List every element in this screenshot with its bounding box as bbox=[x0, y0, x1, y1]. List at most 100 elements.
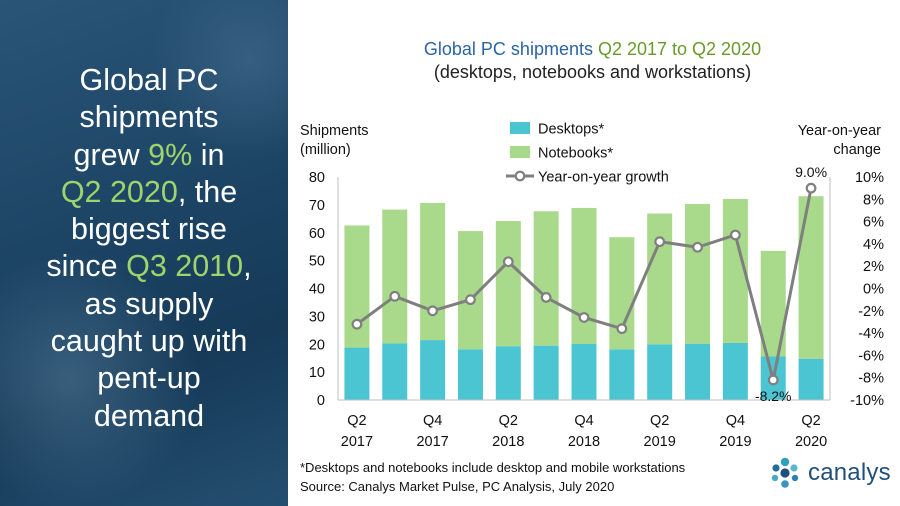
headline-panel: Global PC shipments grew 9% in Q2 2020, the… bbox=[0, 0, 288, 506]
x-axis-tick-quarter: Q2 bbox=[347, 413, 366, 429]
right-axis-tick: -8% bbox=[858, 371, 884, 387]
x-axis-tick-quarter: Q2 bbox=[801, 413, 820, 429]
right-axis-tick: 10% bbox=[855, 170, 884, 186]
growth-point bbox=[465, 294, 476, 306]
x-axis-tick-quarter: Q2 bbox=[650, 413, 669, 429]
left-axis-tick: 80 bbox=[309, 170, 325, 186]
bar-notebooks bbox=[420, 202, 446, 341]
headline-segment: , the bbox=[177, 174, 238, 209]
bar-notebooks bbox=[647, 213, 673, 345]
growth-point bbox=[729, 229, 741, 241]
bar-desktops bbox=[647, 344, 673, 400]
bar-desktops bbox=[571, 343, 597, 400]
headline-segment: since bbox=[46, 249, 127, 284]
bar-notebooks bbox=[344, 225, 370, 348]
left-axis-tick: 20 bbox=[309, 337, 325, 353]
right-axis-tick: -10% bbox=[850, 393, 884, 409]
chart-subtitle: (desktops, notebooks and workstations) bbox=[433, 62, 752, 82]
bar-notebooks bbox=[609, 237, 635, 350]
headline-highlight: Q2 2020 bbox=[60, 174, 178, 209]
bar-desktops bbox=[420, 340, 446, 400]
legend-label: Desktops* bbox=[538, 122, 604, 138]
chart-title-period: Q2 2017 to Q2 2020 bbox=[597, 39, 762, 59]
right-axis-tick: 2% bbox=[863, 259, 884, 275]
headline-highlight: Q3 2010 bbox=[126, 249, 244, 284]
bar-desktops bbox=[533, 345, 559, 400]
bar-notebooks bbox=[457, 231, 483, 350]
right-axis-title: Year-on-year change bbox=[798, 122, 881, 160]
growth-point bbox=[578, 312, 590, 323]
bar-notebooks bbox=[685, 204, 711, 344]
legend-swatch-growth-marker bbox=[514, 170, 526, 182]
growth-point bbox=[389, 290, 401, 302]
growth-data-label: -8.2% bbox=[755, 388, 792, 404]
bar-desktops bbox=[609, 349, 635, 400]
growth-point bbox=[351, 318, 363, 330]
right-axis-tick: -4% bbox=[858, 326, 884, 342]
bar-notebooks bbox=[495, 221, 521, 347]
left-axis-tick: 70 bbox=[309, 198, 325, 214]
growth-point bbox=[540, 292, 552, 303]
logo-text: canalys bbox=[808, 459, 891, 486]
right-axis-tick: 8% bbox=[863, 192, 884, 208]
headline-segment: biggest rise bbox=[71, 212, 227, 247]
bar-notebooks bbox=[722, 199, 748, 343]
x-axis-tick-year: 2017 bbox=[341, 434, 373, 450]
headline-segment: in bbox=[192, 137, 225, 172]
growth-point bbox=[692, 241, 703, 253]
left-axis-title: Shipments (million) bbox=[300, 122, 369, 160]
x-axis-tick-year: 2018 bbox=[492, 434, 524, 450]
left-axis-tick: 0 bbox=[317, 393, 325, 409]
left-axis-tick: 60 bbox=[309, 226, 325, 242]
left-axis-tick: 30 bbox=[309, 309, 325, 325]
bar-notebooks bbox=[760, 250, 786, 357]
bar-desktops bbox=[457, 349, 483, 400]
legend-swatch-desktops bbox=[510, 122, 530, 134]
x-axis-tick-quarter: Q4 bbox=[574, 413, 593, 429]
growth-point bbox=[427, 305, 439, 317]
axes-layer: 0 10 20 30 40 50 60 70 80 -10% -8% -6% -4% -2% 0% 2% 4% 6… bbox=[309, 170, 884, 450]
legend-swatch-notebooks bbox=[510, 146, 530, 158]
headline-line: as supply bbox=[14, 286, 284, 323]
bar-notebooks bbox=[798, 196, 824, 359]
headline-line: shipments bbox=[14, 99, 284, 136]
x-axis-tick-quarter: Q4 bbox=[423, 413, 442, 429]
bar-desktops bbox=[344, 347, 370, 400]
chart-title-main: Global PC shipments bbox=[423, 39, 598, 59]
headline-segment: caught up with bbox=[50, 324, 248, 359]
canalys-logo: canalys bbox=[768, 456, 891, 490]
x-axis-tick-year: 2020 bbox=[795, 434, 827, 450]
bar-desktops bbox=[685, 343, 711, 400]
headline-segment: grew bbox=[73, 137, 149, 172]
growth-line bbox=[356, 187, 813, 382]
x-axis-tick-year: 2017 bbox=[416, 434, 448, 450]
bar-notebooks bbox=[571, 207, 597, 344]
right-axis-title-line1: Year-on-year bbox=[797, 123, 881, 139]
bar-desktops bbox=[760, 356, 786, 400]
headline-line: pent-up bbox=[14, 360, 284, 397]
footnote-source: Source: Canalys Market Pulse, PC Analysi… bbox=[300, 479, 615, 494]
bar-desktops bbox=[382, 343, 408, 400]
bar-notebooks bbox=[533, 211, 559, 346]
growth-line-layer: -8.2% 9.0% bbox=[351, 164, 827, 404]
headline-highlight: 9% bbox=[148, 137, 193, 172]
headline-segment: pent-up bbox=[97, 361, 201, 396]
headline-segment: as supply bbox=[84, 286, 214, 321]
x-axis-tick-quarter: Q4 bbox=[726, 413, 745, 429]
growth-point bbox=[805, 182, 817, 194]
legend: Desktops* Notebooks* Year-on-year growth bbox=[506, 122, 669, 186]
right-axis-tick: 0% bbox=[863, 282, 884, 298]
x-axis-tick-quarter: Q2 bbox=[499, 413, 518, 429]
bar-desktops bbox=[722, 342, 748, 400]
headline-line: demand bbox=[14, 398, 284, 435]
left-axis-title-line2: (million) bbox=[300, 142, 351, 158]
left-axis-tick: 50 bbox=[309, 254, 325, 270]
footnote-note: *Desktops and notebooks include desktop … bbox=[300, 460, 686, 475]
headline-line: since Q3 2010, bbox=[14, 248, 284, 285]
right-axis-tick: 4% bbox=[863, 237, 884, 253]
growth-point bbox=[616, 323, 628, 335]
x-axis-tick-year: 2018 bbox=[568, 434, 600, 450]
footnote: *Desktops and notebooks include desktop … bbox=[300, 458, 685, 496]
growth-data-label: 9.0% bbox=[795, 164, 827, 180]
x-axis-tick-year: 2019 bbox=[644, 434, 676, 450]
